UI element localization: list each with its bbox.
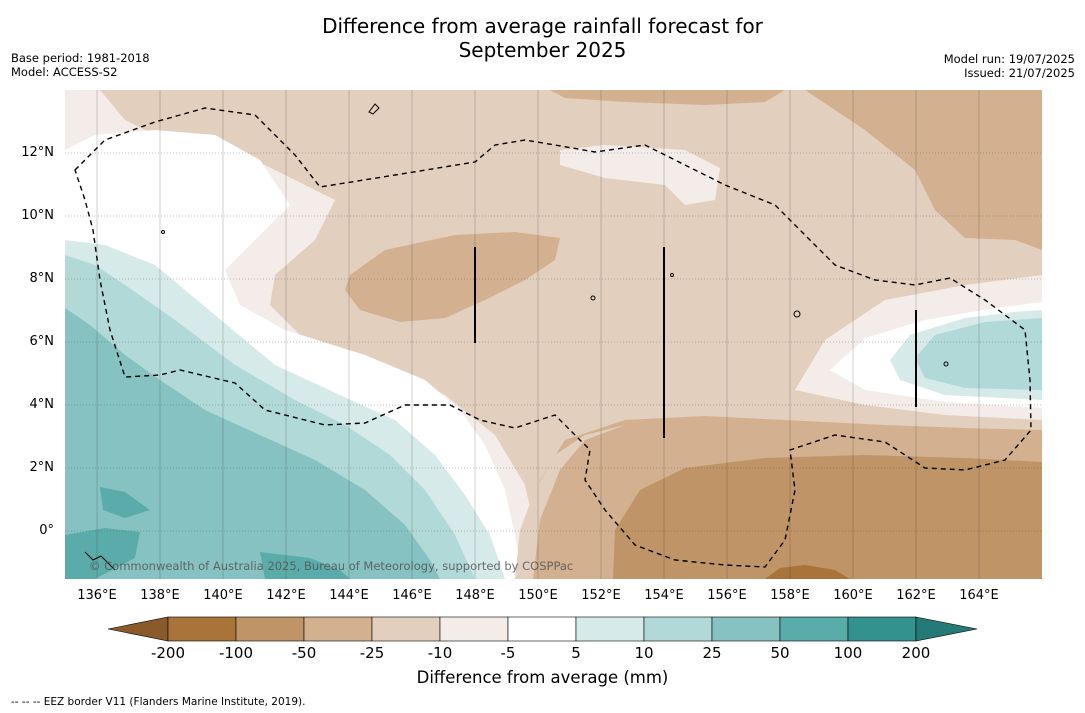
lon-label-142e: 142°E bbox=[266, 588, 306, 603]
contour-neg100-south bbox=[613, 455, 1042, 579]
lat-label-8n: 8°N bbox=[29, 271, 55, 286]
colorbar-bin-neg50 bbox=[303, 616, 373, 642]
eez-footnote: -- -- -- EEZ border V11 (Flanders Marine… bbox=[11, 696, 306, 708]
model-run-text: Model run: 19/07/2025 bbox=[943, 52, 1075, 66]
contour-neg50-northeast bbox=[805, 90, 1042, 250]
lon-label-144e: 144°E bbox=[329, 588, 369, 603]
colorbar-tick-pos200: 200 bbox=[901, 644, 931, 662]
copyright-notice: © Commonwealth of Australia 2025, Bureau… bbox=[89, 559, 574, 573]
lon-label-150e: 150°E bbox=[518, 588, 558, 603]
colorbar-tick-neg25: -25 bbox=[359, 644, 385, 662]
colorbar-bin-neg100 bbox=[235, 616, 305, 642]
colorbar-bin-pos50 bbox=[779, 616, 849, 642]
lon-label-154e: 154°E bbox=[644, 588, 684, 603]
contour-pos25-west bbox=[65, 308, 440, 579]
lat-label-4n: 4°N bbox=[29, 397, 55, 412]
base-period-text: Base period: 1981-2018 bbox=[11, 51, 150, 65]
colorbar-bin-pos100 bbox=[847, 616, 917, 642]
colorbar-bin-neutral bbox=[507, 616, 577, 642]
colorbar-bin-neg25 bbox=[371, 616, 441, 642]
contour-pos10-east bbox=[915, 318, 1042, 390]
colorbar-tick-pos5: 5 bbox=[571, 644, 581, 662]
lon-label-148e: 148°E bbox=[455, 588, 495, 603]
colorbar-bin-pos5 bbox=[575, 616, 645, 642]
contour-neg50-center bbox=[345, 232, 560, 322]
lat-label-2n: 2°N bbox=[29, 460, 55, 475]
colorbar-bin-neg200 bbox=[167, 616, 237, 642]
solid-markers bbox=[474, 247, 917, 438]
lon-label-146e: 146°E bbox=[392, 588, 432, 603]
colorbar-title: Difference from average (mm) bbox=[416, 668, 669, 687]
colorbar-bin-pos10 bbox=[643, 616, 713, 642]
colorbar-arrow-right bbox=[915, 616, 978, 642]
grid-lines bbox=[65, 152, 1042, 532]
lon-label-158e: 158°E bbox=[770, 588, 810, 603]
contour-pos50-patch-a bbox=[100, 487, 150, 518]
contour-pos50-patch-c bbox=[260, 552, 350, 579]
colorbar-arrow-left bbox=[107, 616, 169, 642]
chart-title: Difference from average rainfall forecas… bbox=[0, 14, 1085, 62]
colorbar-tick-neg200: -200 bbox=[150, 644, 186, 662]
model-text: Model: ACCESS-S2 bbox=[11, 65, 118, 79]
lon-label-152e: 152°E bbox=[581, 588, 621, 603]
contour-neg10-north bbox=[560, 145, 720, 205]
meta-left: Base period: 1981-2018 Model: ACCESS-S2 bbox=[11, 51, 150, 79]
colorbar-bin-pos25 bbox=[711, 616, 781, 642]
contour-pos50-patch-b bbox=[65, 528, 140, 579]
contour-neg50-north bbox=[550, 90, 785, 105]
lon-label-160e: 160°E bbox=[833, 588, 873, 603]
colorbar-tick-pos50: 50 bbox=[770, 644, 790, 662]
contour-neg10-south-border bbox=[515, 425, 625, 579]
lon-label-136e: 136°E bbox=[77, 588, 117, 603]
lon-label-140e: 140°E bbox=[203, 588, 243, 603]
lon-label-156e: 156°E bbox=[707, 588, 747, 603]
colorbar-tick-pos25: 25 bbox=[702, 644, 722, 662]
colorbar-tick-pos10: 10 bbox=[634, 644, 654, 662]
issued-text: Issued: 21/07/2025 bbox=[964, 66, 1075, 80]
eez-border bbox=[74, 107, 1032, 568]
islands bbox=[84, 103, 949, 571]
title-line-2: September 2025 bbox=[458, 38, 627, 62]
lat-label-0: 0° bbox=[39, 523, 54, 538]
title-line-1: Difference from average rainfall forecas… bbox=[322, 14, 763, 38]
lon-label-164e: 164°E bbox=[959, 588, 999, 603]
colorbar-tick-neg50: -50 bbox=[291, 644, 317, 662]
lon-label-138e: 138°E bbox=[140, 588, 180, 603]
colorbar-bin-neg10 bbox=[439, 616, 509, 642]
colorbar-tick-neg100: -100 bbox=[218, 644, 254, 662]
meta-right: Model run: 19/07/2025 Issued: 21/07/2025 bbox=[944, 52, 1075, 80]
contour-neg200-patch bbox=[765, 565, 850, 579]
colorbar-tick-pos100: 100 bbox=[833, 644, 863, 662]
rainfall-map bbox=[65, 90, 1042, 579]
colorbar-tick-neg10: -10 bbox=[427, 644, 453, 662]
lat-label-12n: 12°N bbox=[21, 145, 54, 160]
colorbar-tick-neg5: -5 bbox=[500, 644, 516, 662]
contour-neg10-northwest bbox=[100, 90, 295, 100]
lat-label-10n: 10°N bbox=[21, 208, 54, 223]
lat-label-6n: 6°N bbox=[29, 334, 55, 349]
colorbar bbox=[107, 616, 978, 642]
lon-label-162e: 162°E bbox=[896, 588, 936, 603]
